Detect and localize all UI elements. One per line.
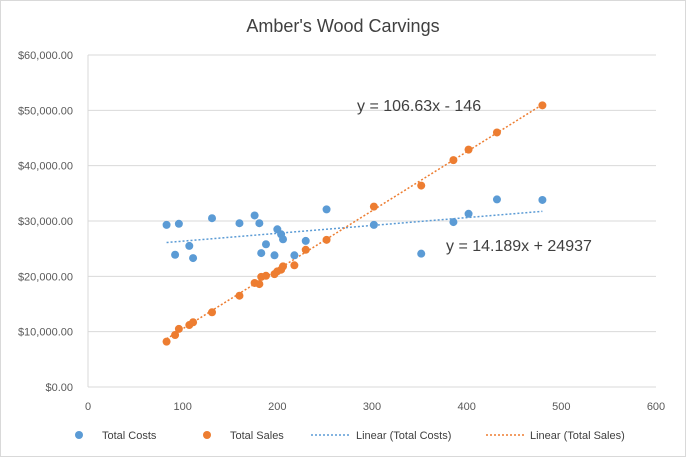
y-tick-label: $50,000.00 (18, 105, 73, 117)
legend-label-total-sales: Total Sales (230, 430, 284, 442)
total-sales-point (538, 101, 547, 110)
total-costs-point (449, 218, 458, 227)
total-sales-point (174, 324, 183, 333)
x-tick-label: 400 (457, 401, 475, 413)
total-costs-point (185, 241, 194, 250)
total-costs-point (171, 250, 180, 259)
legend: Total Costs Total Sales Linear (Total Co… (75, 430, 625, 442)
total-costs-point (270, 251, 279, 260)
total-sales-point (290, 261, 299, 270)
x-tick-label: 100 (173, 401, 191, 413)
x-tick-label: 0 (85, 401, 91, 413)
points-layer (162, 101, 547, 346)
trendline-total-sales (166, 103, 543, 340)
total-costs-point (162, 220, 171, 229)
total-sales-point (255, 280, 264, 289)
total-sales-point (322, 235, 331, 244)
total-sales-point (369, 202, 378, 211)
legend-item-total-costs: Total Costs (75, 430, 157, 442)
total-costs-point (369, 220, 378, 229)
y-tick-label: $30,000.00 (18, 216, 73, 228)
total-costs-point (235, 219, 244, 228)
legend-item-total-sales: Total Sales (203, 430, 284, 442)
total-costs-point (279, 235, 288, 244)
legend-item-linear-total-sales: Linear (Total Sales) (486, 430, 625, 442)
total-costs-point (492, 195, 501, 204)
total-costs-point (261, 240, 270, 249)
total-sales-point (208, 308, 217, 317)
grid-layer (87, 54, 656, 388)
legend-marker-total-sales (203, 431, 211, 439)
total-sales-point (261, 271, 270, 280)
y-tick-label: $20,000.00 (18, 271, 73, 283)
x-tick-label: 600 (647, 401, 665, 413)
total-sales-point (162, 337, 171, 346)
total-costs-point (417, 249, 426, 258)
total-costs-point (208, 214, 217, 223)
sales-trendline-equation: y = 106.63x - 146 (357, 98, 481, 115)
total-costs-point (290, 251, 299, 260)
total-sales-point (301, 245, 310, 254)
total-costs-point (257, 249, 266, 258)
total-costs-point (174, 219, 183, 228)
legend-item-linear-total-costs: Linear (Total Costs) (311, 430, 451, 442)
x-tick-label: 500 (552, 401, 570, 413)
total-costs-point (189, 254, 198, 263)
legend-label-total-costs: Total Costs (102, 430, 157, 442)
chart-title: Amber's Wood Carvings (246, 16, 439, 36)
total-sales-point (417, 181, 426, 190)
trendline-layer (166, 103, 543, 340)
x-tick-label: 200 (268, 401, 286, 413)
trendline-total-costs (166, 210, 543, 244)
y-tick-label: $40,000.00 (18, 161, 73, 173)
total-costs-point (301, 236, 310, 245)
total-sales-point (492, 128, 501, 137)
total-sales-point (189, 318, 198, 327)
total-costs-point (464, 209, 473, 218)
legend-marker-total-costs (75, 431, 83, 439)
total-costs-point (255, 219, 264, 228)
total-sales-point (171, 330, 180, 339)
total-sales-point (235, 291, 244, 300)
legend-label-linear-total-costs: Linear (Total Costs) (356, 430, 451, 442)
costs-trendline-equation: y = 14.189x + 24937 (446, 238, 592, 255)
x-tick-label: 300 (363, 401, 381, 413)
y-tick-label: $60,000.00 (18, 50, 73, 62)
y-tick-label: $0.00 (45, 382, 73, 394)
total-costs-point (538, 195, 547, 204)
legend-label-linear-total-sales: Linear (Total Sales) (530, 430, 625, 442)
tick-label-layer: $0.00 $10,000.00 $20,000.00 $30,000.00 $40,0… (18, 50, 665, 413)
y-tick-label: $10,000.00 (18, 327, 73, 339)
total-costs-point (250, 211, 259, 220)
total-costs-point (322, 205, 331, 214)
total-sales-point (464, 145, 473, 154)
total-sales-point (449, 156, 458, 165)
total-sales-point (279, 262, 288, 271)
